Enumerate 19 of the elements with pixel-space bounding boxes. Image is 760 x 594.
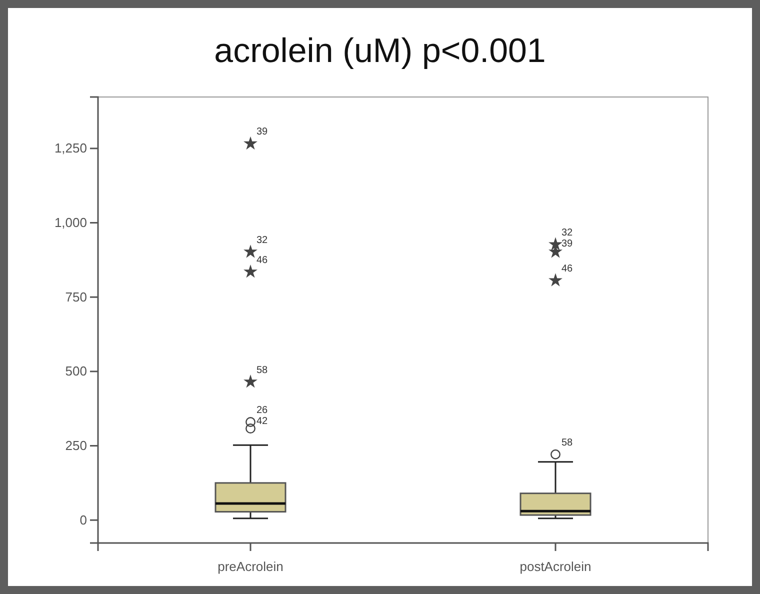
annotation: 58 xyxy=(562,437,574,448)
annotation: 42 xyxy=(256,416,268,427)
annotation: 32 xyxy=(256,234,268,246)
annotation: 26 xyxy=(256,404,268,416)
annotation: 58 xyxy=(256,364,268,376)
annotation: 46 xyxy=(256,254,268,266)
annotation: 39 xyxy=(256,126,268,138)
annotation: 46 xyxy=(562,263,574,274)
annotation: 32 xyxy=(562,227,574,238)
y-tick-label: 1,250 xyxy=(54,140,87,156)
annotation: 39 xyxy=(562,238,574,250)
y-tick-label: 750 xyxy=(65,289,87,304)
x-tick-label: preAcrolein xyxy=(218,558,284,574)
chart-title: acrolein (uM) p<0.001 xyxy=(214,32,546,70)
y-tick-label: 250 xyxy=(65,438,87,453)
y-tick-label: 1,000 xyxy=(54,214,87,230)
y-tick-label: 500 xyxy=(65,364,87,379)
x-tick-label: postAcrolein xyxy=(520,558,592,574)
y-tick-label: 0 xyxy=(80,512,87,528)
